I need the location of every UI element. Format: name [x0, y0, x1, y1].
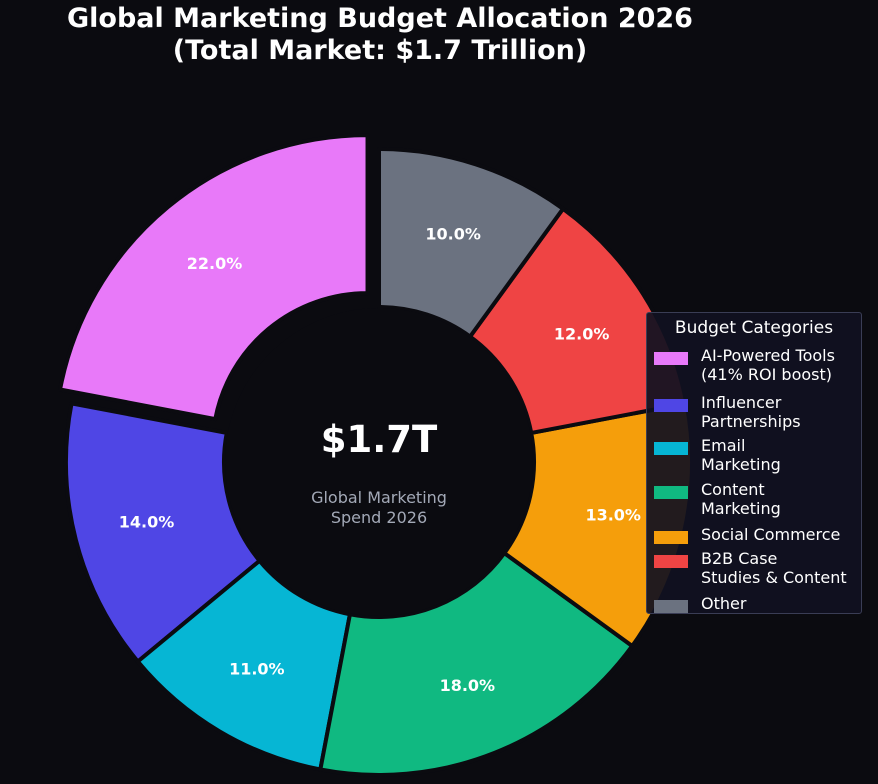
legend-swatch-4 — [654, 531, 688, 544]
donut-hole — [225, 308, 533, 616]
legend-label-2-line-1: Marketing — [701, 455, 781, 474]
legend-label-6-line-0: Other — [701, 594, 747, 613]
chart-title-line-1: Global Marketing Budget Allocation 2026 — [67, 3, 693, 34]
legend-label-2-line-0: Email — [701, 436, 746, 455]
legend-label-1-line-1: Partnerships — [701, 412, 801, 431]
legend-label-0-line-0: AI-Powered Tools — [701, 346, 835, 365]
slice-label-2: 11.0% — [229, 660, 285, 679]
legend-title: Budget Categories — [674, 318, 834, 338]
legend-label-0-line-1: (41% ROI boost) — [701, 365, 832, 384]
legend-label-2: Email Marketing — [701, 436, 781, 474]
legend-swatch-3 — [654, 486, 688, 499]
donut-slice-1 — [64, 401, 262, 664]
slice-label-5: 12.0% — [554, 324, 610, 343]
slice-labels-layer: 22.0% 14.0% 11.0% 18.0% 13.0% 12.0% 10.0% — [119, 225, 641, 695]
legend-label-5-line-0: B2B Case — [701, 549, 778, 568]
legend-label-3-line-0: Content — [701, 480, 765, 499]
legend-label-4-line-0: Social Commerce — [701, 525, 841, 544]
slice-label-0: 22.0% — [187, 254, 243, 273]
legend-swatch-5 — [654, 555, 688, 568]
chart-title-line-2: (Total Market: $1.7 Trillion) — [172, 35, 588, 66]
legend-label-5: B2B Case Studies & Content — [701, 549, 847, 587]
legend-label-4: Social Commerce — [701, 525, 840, 544]
legend-label-0: AI-Powered Tools (41% ROI boost) — [701, 346, 835, 384]
legend-label-3: Content Marketing — [701, 480, 781, 518]
center-subtitle-line-1: Global Marketing — [311, 488, 447, 507]
slices-layer — [58, 133, 694, 777]
legend-label-5-line-1: Studies & Content — [701, 568, 847, 587]
legend-swatch-0 — [654, 352, 688, 365]
legend-label-6: Other — [701, 594, 746, 613]
donut-slice-3 — [318, 551, 635, 777]
legend-swatch-6 — [654, 600, 688, 613]
center-total-value: $1.7T — [321, 418, 438, 461]
donut-slice-0 — [58, 133, 370, 422]
legend-swatch-1 — [654, 399, 688, 412]
legend-label-3-line-1: Marketing — [701, 499, 781, 518]
slice-label-1: 14.0% — [119, 513, 175, 532]
donut-slice-6 — [377, 147, 565, 339]
legend: Budget Categories AI-Powered Tools (41% R… — [646, 312, 862, 614]
slice-label-4: 13.0% — [585, 505, 641, 524]
legend-swatch-2 — [654, 442, 688, 455]
slice-label-3: 18.0% — [440, 676, 496, 695]
center-subtitle-line-2: Spend 2026 — [331, 508, 427, 527]
legend-label-1: Influencer Partnerships — [701, 393, 801, 431]
center-text: $1.7T Global Marketing Spend 2026 — [311, 418, 447, 527]
slice-label-6: 10.0% — [425, 225, 481, 244]
legend-label-1-line-0: Influencer — [701, 393, 782, 412]
